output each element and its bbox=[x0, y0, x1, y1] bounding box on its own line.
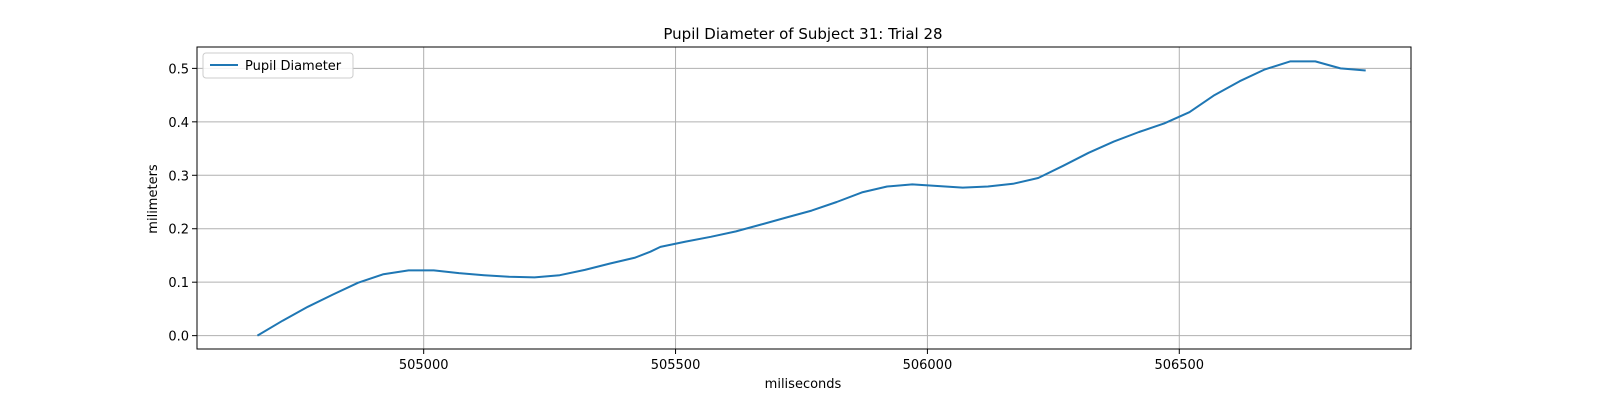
x-axis-label: miliseconds bbox=[765, 377, 842, 392]
legend: Pupil Diameter bbox=[202, 52, 354, 79]
y-tick-label: 0.2 bbox=[168, 223, 189, 238]
y-axis-label: milimeters bbox=[146, 164, 161, 234]
y-tick-label: 0.5 bbox=[168, 62, 189, 77]
y-tick-label: 0.4 bbox=[168, 116, 189, 131]
chart-title: Pupil Diameter of Subject 31: Trial 28 bbox=[663, 25, 942, 43]
legend-label: Pupil Diameter bbox=[245, 59, 342, 74]
y-tick-label: 0.3 bbox=[168, 169, 189, 184]
y-axis-ticks: 0.0 0.1 0.2 0.3 0.4 0.5 bbox=[168, 62, 197, 345]
legend-box bbox=[202, 52, 354, 79]
series-layer bbox=[256, 60, 1366, 337]
x-tick-label: 506000 bbox=[903, 358, 953, 373]
y-tick-label: 0.0 bbox=[168, 330, 189, 345]
grid-lines bbox=[197, 47, 1411, 349]
plot-frame bbox=[196, 46, 1412, 350]
x-tick-label: 506500 bbox=[1154, 358, 1204, 373]
y-tick-label: 0.1 bbox=[168, 276, 189, 291]
series-line-pupil-diameter bbox=[256, 60, 1366, 337]
x-tick-label: 505000 bbox=[399, 358, 449, 373]
x-tick-label: 505500 bbox=[651, 358, 701, 373]
x-axis-ticks: 505000 505500 506000 506500 bbox=[399, 349, 1204, 373]
